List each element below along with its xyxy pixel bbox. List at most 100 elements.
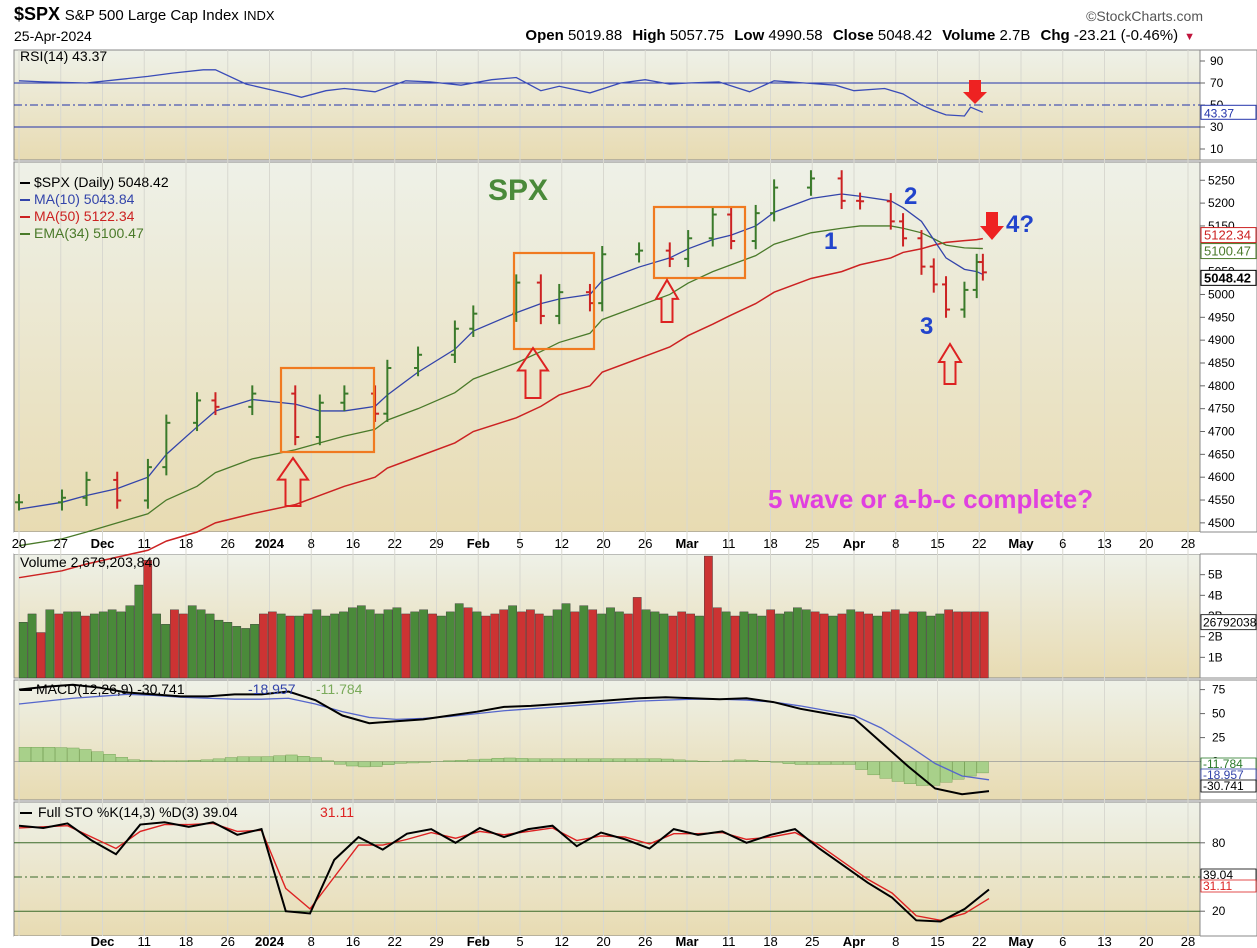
x-tick-label-bottom: 29: [429, 934, 443, 948]
volume-bar: [837, 613, 847, 679]
x-tick-label-bottom: 12: [555, 934, 569, 948]
volume-bar: [899, 613, 909, 679]
x-tick-label: 11: [138, 536, 152, 551]
sto-current-value: 39.04: [1203, 868, 1233, 882]
stock-chart: 20 27 DecDec111118182626202420248816162222…: [12, 48, 1257, 948]
x-tick-label-bottom: 15: [930, 934, 944, 948]
volume-bar: [116, 611, 126, 679]
x-tick-label: 18: [179, 536, 193, 551]
volume-bar: [392, 607, 402, 679]
volume-bar: [597, 613, 606, 679]
macd-histogram-bar: [515, 758, 528, 762]
volume-tick-label: 5B: [1208, 568, 1223, 582]
volume-bar: [766, 609, 776, 679]
volume-tick-label: 4B: [1208, 588, 1223, 602]
x-tick-label-bottom: 6: [1059, 934, 1066, 948]
x-tick-label-bottom: 26: [221, 934, 235, 948]
x-tick-label: 22: [972, 536, 986, 551]
macd-histogram-bar: [891, 761, 904, 782]
x-tick-label-bottom: 16: [346, 934, 360, 948]
price-tick-label: 4550: [1208, 493, 1235, 507]
x-tick-label-bottom: 8: [308, 934, 315, 948]
price-tick-label: 4800: [1208, 379, 1235, 393]
x-tick-label: Mar: [675, 536, 698, 551]
x-tick-label: 11: [722, 536, 736, 551]
x-tick-label-bottom: 13: [1097, 934, 1111, 948]
macd-line: [18, 683, 990, 796]
macd-histogram-bar: [176, 760, 189, 762]
volume-bar: [170, 609, 179, 679]
rsi-legend: RSI(14) 43.37: [20, 48, 107, 64]
chart-header: $SPX S&P 500 Large Cap Index INDX 25-Apr…: [0, 0, 1257, 46]
volume-bar: [54, 613, 64, 679]
volume-bar: [561, 603, 571, 679]
volume-bar: [365, 609, 375, 679]
macd-histogram-bar: [879, 761, 892, 779]
macd-histogram-bar: [491, 757, 504, 762]
volume-value: 2.7B: [999, 27, 1031, 44]
macd-histogram-bar: [964, 761, 977, 777]
volume-label: Volume: [942, 27, 996, 44]
volume-bar: [739, 611, 749, 679]
macd-histogram-bar: [952, 761, 965, 780]
macd-current-badge: [1200, 779, 1257, 793]
chart-date: 25-Apr-2024: [14, 28, 92, 44]
open-label: Open: [525, 27, 564, 44]
x-tick-label-bottom: Apr: [843, 934, 865, 948]
macd-histogram-bar: [212, 758, 225, 762]
macd-histogram-bar: [600, 758, 613, 762]
volume-bar: [178, 613, 188, 679]
x-tick-label: 2024: [255, 536, 285, 551]
x-tick-label-bottom: 20: [1139, 934, 1153, 948]
macd-histogram-bar: [30, 747, 43, 762]
macd-histogram-bar: [443, 760, 456, 762]
macd-histogram-bar: [576, 758, 589, 762]
macd-histogram-bar: [309, 757, 322, 762]
volume-bar: [285, 615, 295, 679]
macd-histogram-bar: [334, 761, 347, 765]
x-tick-label: 8: [308, 536, 315, 551]
macd-histogram-bar: [685, 760, 698, 762]
rsi-tick-label: 30: [1210, 120, 1224, 134]
volume-bar: [232, 626, 242, 679]
volume-bar: [641, 609, 651, 679]
volume-bar: [882, 611, 891, 679]
macd-histogram-bar: [734, 759, 747, 762]
volume-bar: [579, 605, 589, 679]
volume-tick-label: 1B: [1208, 650, 1223, 664]
macd-histogram-bar: [867, 761, 880, 776]
x-tick-label-bottom: Mar: [675, 934, 698, 948]
volume-bar: [161, 624, 170, 679]
volume-bar: [45, 609, 55, 679]
volume-bar: [517, 611, 526, 679]
volume-bar: [63, 611, 72, 679]
volume-bar: [89, 613, 99, 679]
date-axis-bottom-bg: [14, 936, 1200, 948]
volume-bar: [846, 609, 856, 679]
rsi-current-value: 43.37: [1204, 106, 1234, 120]
volume-bar: [686, 613, 695, 679]
index-name: S&P 500 Large Cap Index: [64, 7, 239, 24]
volume-bar: [303, 613, 313, 679]
volume-bar: [267, 611, 277, 679]
x-tick-label-bottom: 28: [1181, 934, 1195, 948]
volume-bar: [890, 609, 900, 679]
volume-bar: [241, 628, 250, 679]
low-label: Low: [734, 27, 765, 44]
price-current-value: 5122.34: [1204, 228, 1251, 243]
panel-price-axis: [1199, 161, 1257, 533]
x-tick-label: 16: [346, 536, 360, 551]
macd-legend: MACD(12,26,9) -30.741: [36, 681, 185, 697]
macd-hist-legend: -11.784: [316, 681, 363, 697]
volume-bar: [401, 613, 411, 679]
exchange: INDX: [243, 8, 275, 23]
macd-histogram-bar: [612, 758, 625, 762]
macd-histogram-bar: [673, 759, 686, 762]
volume-bar: [775, 613, 784, 679]
x-tick-label: Feb: [467, 536, 490, 551]
up-arrow-icon: [937, 342, 963, 385]
volume-bar: [419, 609, 428, 679]
volume-bar: [490, 613, 500, 679]
volume-bar: [570, 611, 580, 679]
macd-histogram-bar: [394, 761, 407, 764]
